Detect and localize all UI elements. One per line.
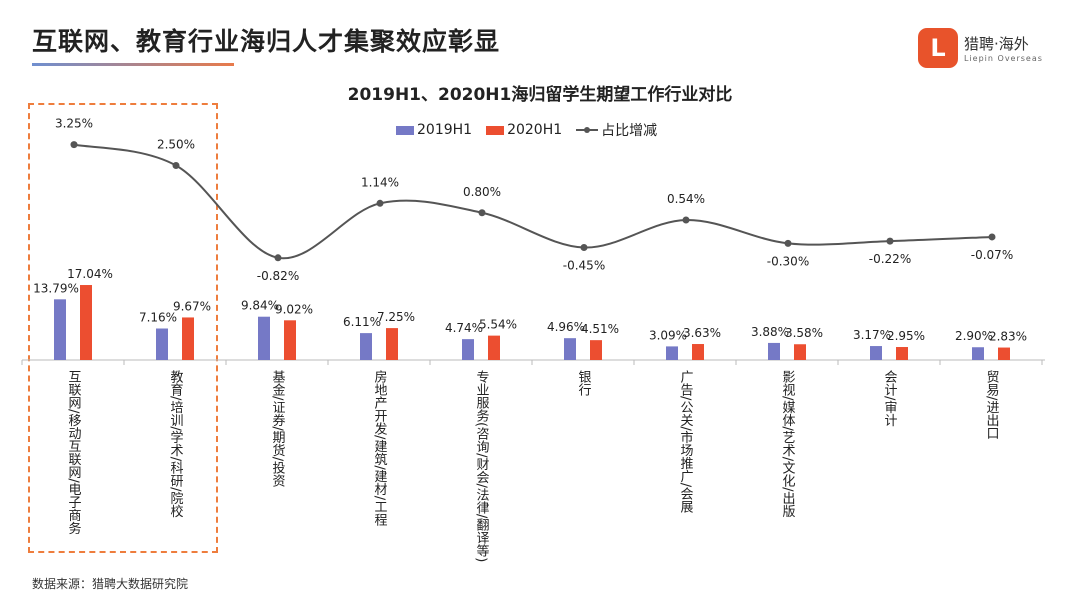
bar-label: 17.04% — [67, 267, 113, 281]
line-label: 1.14% — [361, 175, 399, 189]
bar-2019H1 — [972, 347, 984, 360]
logo: L 猎聘·海外 Liepin Overseas — [918, 28, 1043, 68]
bar-2019H1 — [768, 342, 780, 360]
bar-2020H1 — [488, 335, 500, 360]
highlight-box — [28, 103, 218, 553]
line-point — [682, 216, 690, 224]
bar-label: 3.88% — [751, 325, 789, 339]
line-label: 0.54% — [667, 192, 705, 206]
page-title: 互联网、教育行业海归人才集聚效应彰显 — [32, 27, 501, 56]
legend-label: 2020H1 — [507, 122, 563, 138]
bar-2020H1 — [284, 320, 296, 360]
bar-2019H1 — [54, 299, 66, 360]
logo-subtext: Liepin Overseas — [964, 54, 1043, 63]
category-label: 影视/媒体/艺术/文化/出版 — [779, 370, 795, 518]
line-point — [274, 254, 282, 262]
line-label: 3.25% — [55, 117, 93, 131]
legend-change: 占比增减 — [576, 120, 657, 140]
legend-2019: 2019H1 — [396, 122, 472, 138]
line-label: -0.30% — [767, 254, 809, 268]
line-point — [784, 239, 792, 247]
bar-label: 7.16% — [139, 310, 177, 324]
line-point — [580, 244, 588, 252]
bar-2020H1 — [182, 317, 194, 360]
legend-label: 占比增减 — [601, 123, 658, 139]
bar-label: 7.25% — [377, 310, 415, 324]
line-label: 0.80% — [463, 185, 501, 199]
category-label: 房地产开发/建筑/建材/工程 — [371, 370, 387, 527]
bar-label: 3.63% — [683, 326, 721, 340]
bar-2019H1 — [258, 316, 270, 360]
bar-2020H1 — [590, 340, 602, 360]
bar-label: 2.90% — [955, 329, 993, 343]
legend-swatch — [486, 125, 505, 135]
bar-2019H1 — [156, 328, 168, 360]
bar-label: 4.51% — [581, 322, 619, 336]
line-point — [172, 162, 180, 169]
logo-text: 猎聘·海外 — [964, 35, 1029, 53]
bar-label: 3.09% — [649, 328, 687, 342]
line-point — [988, 233, 996, 241]
category-label: 会计/审计 — [881, 370, 897, 427]
data-source: 数据来源：猎聘大数据研究院 — [32, 577, 189, 591]
bar-label: 9.84% — [241, 299, 279, 313]
bar-label: 4.74% — [445, 321, 483, 335]
bar-label: 3.58% — [785, 326, 823, 340]
bar-label: 6.11% — [343, 315, 381, 329]
line-label: -0.82% — [257, 269, 299, 283]
bar-2020H1 — [386, 328, 398, 360]
line-point — [478, 209, 486, 217]
title-underline — [32, 63, 234, 66]
bar-2020H1 — [794, 344, 806, 360]
bar-label: 13.79% — [33, 281, 79, 295]
line-point — [886, 237, 894, 245]
change-line — [73, 143, 993, 260]
line-label: -0.22% — [869, 252, 911, 266]
bar-2019H1 — [564, 338, 576, 360]
category-label: 基金/证券/期货/投资 — [269, 370, 285, 488]
line-label: -0.45% — [563, 259, 605, 273]
bar-2020H1 — [80, 285, 92, 360]
bar-2019H1 — [360, 333, 372, 360]
category-label: 专业服务(咨询/财会/法律/翻译等) — [473, 370, 489, 563]
bar-2020H1 — [998, 347, 1010, 360]
bar-label: 9.02% — [275, 302, 313, 316]
category-label: 教育/培训/学术/科研/院校 — [167, 370, 183, 518]
legend: 2019H1 2020H1 占比增减 — [396, 120, 657, 140]
bar-label: 4.96% — [547, 320, 585, 334]
bar-label: 2.83% — [989, 330, 1027, 344]
bar-label: 3.17% — [853, 328, 891, 342]
line-label: -0.07% — [971, 248, 1013, 262]
legend-label: 2019H1 — [417, 122, 473, 138]
bar-2020H1 — [692, 344, 704, 360]
legend-swatch — [396, 125, 414, 135]
line-label: 2.50% — [157, 138, 195, 152]
bar-2020H1 — [896, 347, 908, 360]
category-label: 互联网/移动互联网/电子商务 — [65, 370, 81, 535]
legend-2020: 2020H1 — [486, 122, 562, 138]
category-label: 贸易/进出口 — [983, 370, 999, 440]
chart-title: 2019H1、2020H1海归留学生期望工作行业对比 — [347, 85, 733, 105]
bar-label: 9.67% — [173, 299, 211, 313]
line-point — [376, 199, 384, 207]
bar-label: 2.95% — [887, 329, 925, 343]
category-label: 广告/公关/市场推广/会展 — [677, 370, 693, 514]
bar-label: 5.54% — [479, 318, 517, 332]
category-label: 银行 — [575, 370, 591, 396]
line-point — [70, 141, 78, 149]
legend-line-icon — [576, 127, 599, 133]
bar-2019H1 — [462, 339, 474, 360]
bar-2019H1 — [666, 346, 678, 360]
logo-mark: L — [918, 28, 958, 68]
bar-2019H1 — [870, 346, 882, 360]
